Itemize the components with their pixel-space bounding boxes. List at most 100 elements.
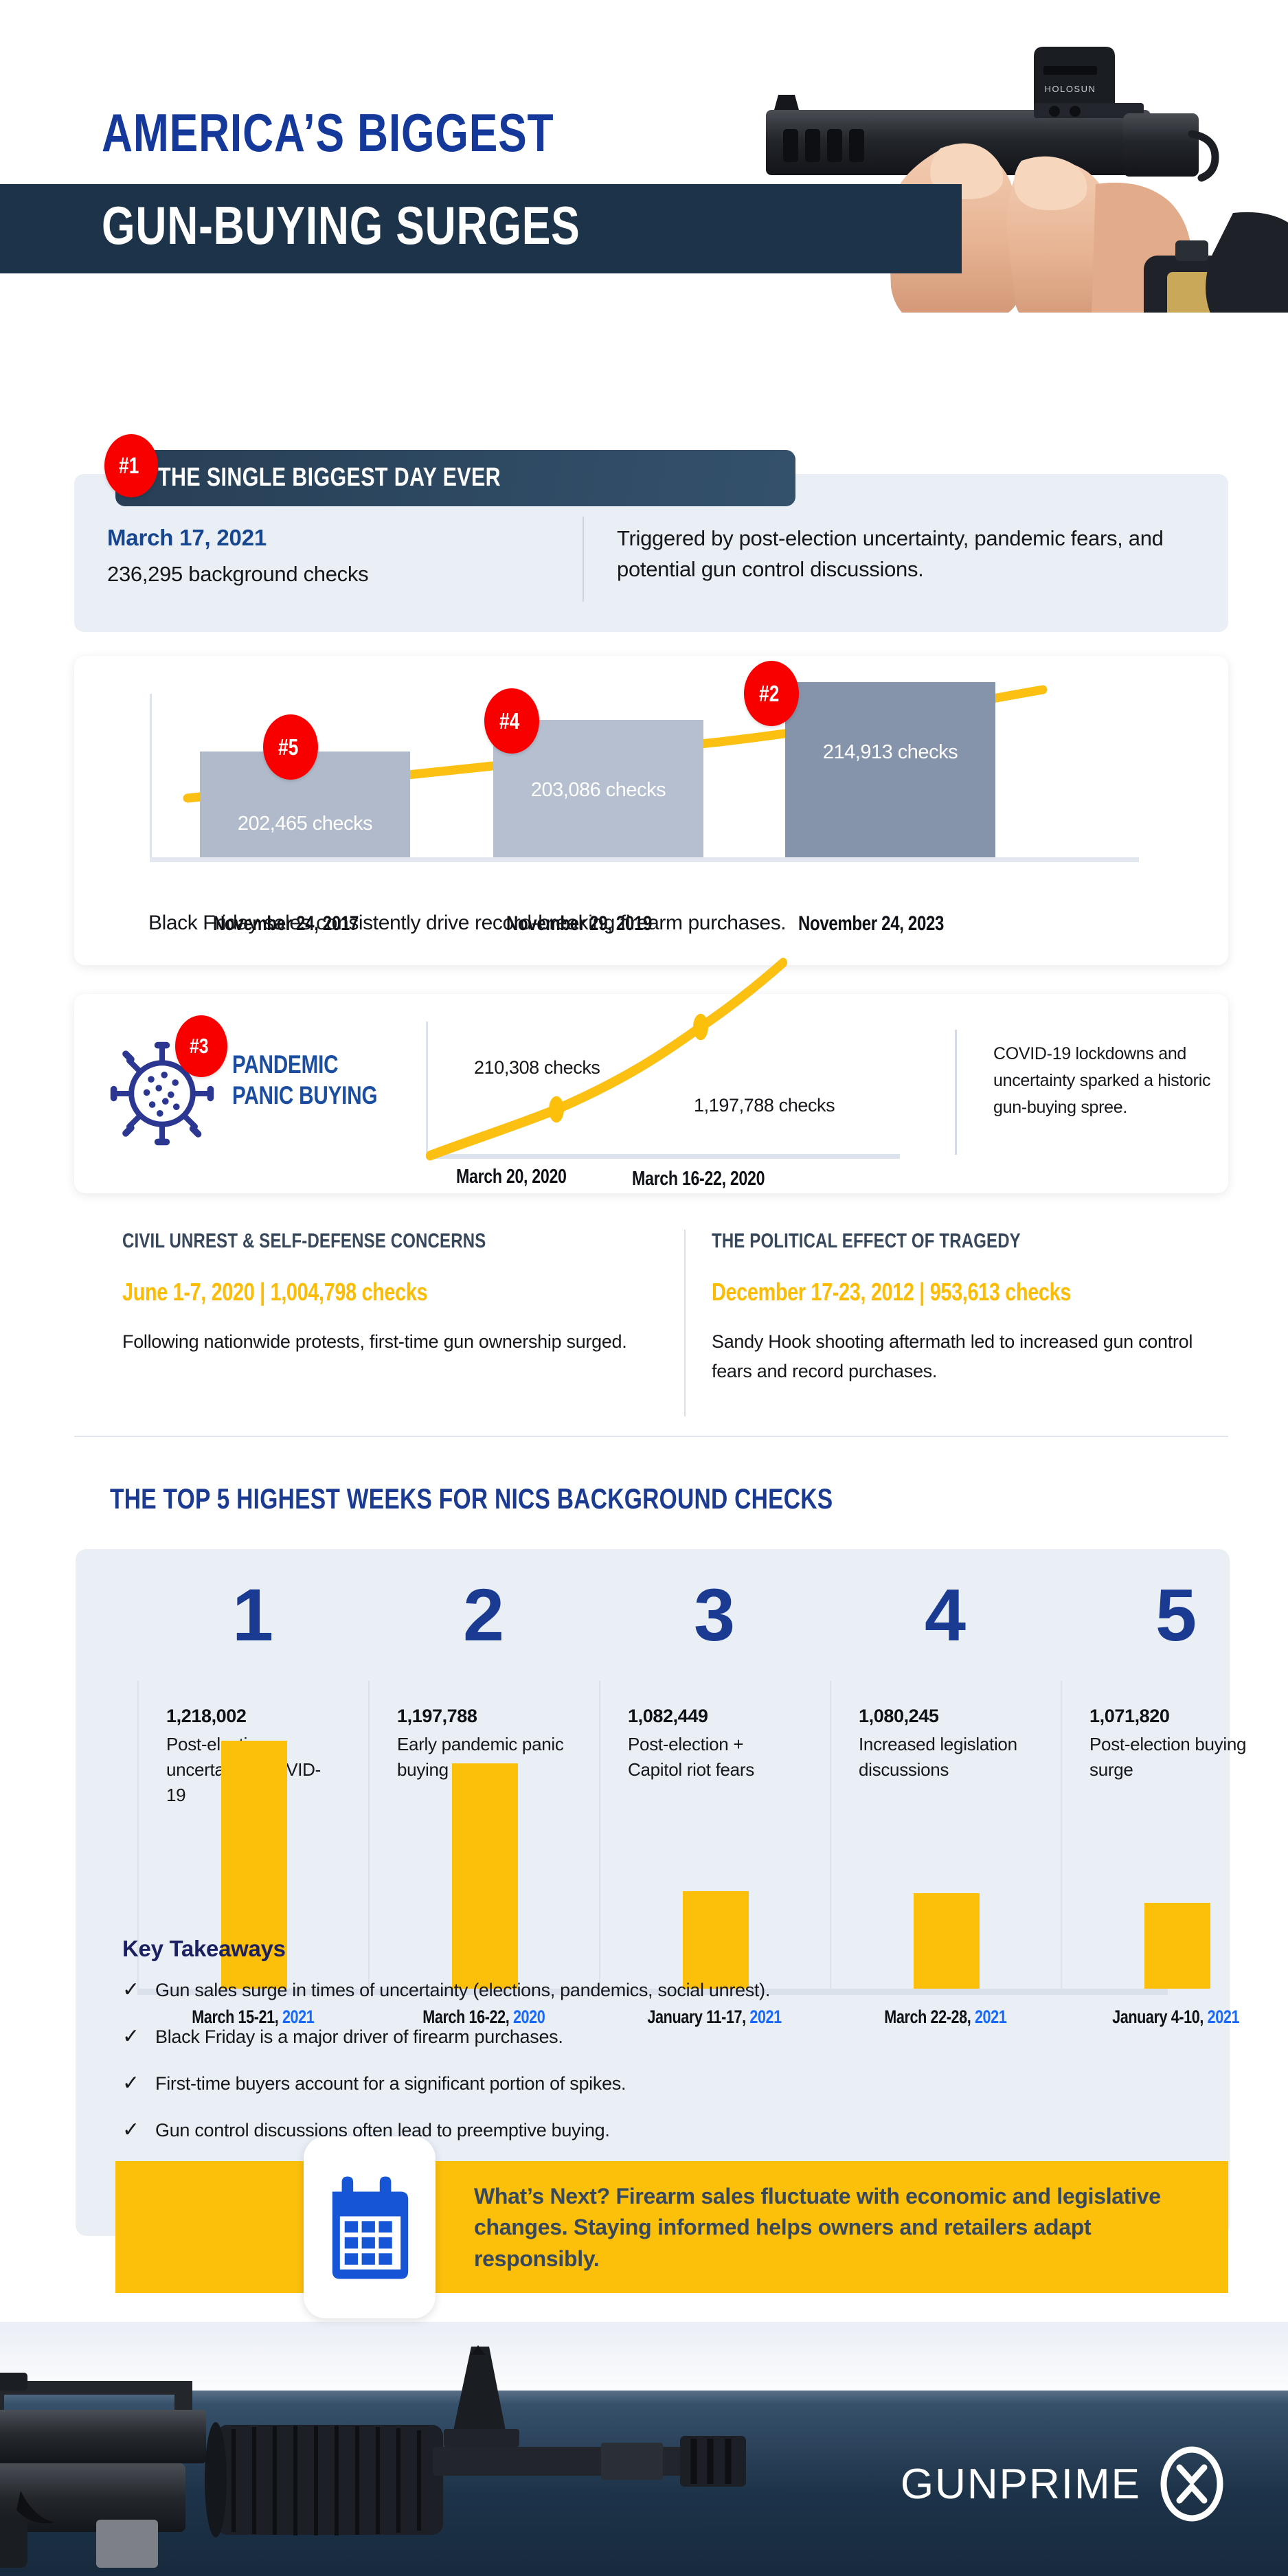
top5-reason: Post-election buying surge (1089, 1734, 1247, 1780)
check-icon: ✓ (122, 2025, 139, 2048)
chart-x-axis (426, 1154, 900, 1159)
top5-reason: Early pandemic panic buying (397, 1734, 564, 1780)
top5-bar (221, 1741, 287, 1989)
top5-check-count: 1,197,788 (397, 1706, 477, 1726)
ar15-rifle-photo (0, 2345, 746, 2568)
takeaway-text: First-time buyers account for a signific… (155, 2073, 626, 2094)
top5-cell: 1,080,245 Increased legislation discussio… (830, 1681, 1061, 1990)
top5-rank: 1 (231, 1573, 274, 1656)
top5-column-2: 2 1,197,788 Early pandemic panic buying Mar… (368, 1549, 599, 2037)
banner-text: What’s Next? Firearm sales fluctuate wit… (474, 2184, 1161, 2271)
biggest-day-heading: THE SINGLE BIGGEST DAY EVER (158, 463, 501, 492)
hero-section: HOLOSUN TLR-1 HL (0, 0, 1288, 313)
top5-bar (1144, 1902, 1210, 1989)
rank-badge-4: #4 (484, 688, 539, 754)
whats-next-banner (115, 2161, 1228, 2293)
top5-panel: 1 1,218,002 Post-election uncertainty, COV… (76, 1549, 1288, 2236)
bar-value-label: 214,913 checks (822, 741, 958, 763)
chart-y-axis (150, 694, 152, 862)
black-friday-date-2017: November 24, 2017 (213, 912, 359, 935)
vertical-divider (583, 517, 584, 602)
top5-reason: Increased legislation discussions (859, 1734, 1017, 1780)
top5-date: March 15-21, 2021 (191, 2007, 315, 2027)
top5-check-count: 1,071,820 (1089, 1706, 1170, 1726)
top5-reason: Post-election + Capitol riot fears (628, 1734, 754, 1780)
page-title-line1: AMERICA’S BIGGEST (102, 102, 554, 163)
check-icon: ✓ (122, 2119, 139, 2141)
pandemic-trend-line (426, 958, 787, 1161)
top5-check-count: 1,080,245 (859, 1706, 939, 1726)
chart-y-axis (426, 1021, 428, 1159)
takeaway-item: ✓ Gun sales surge in times of uncertainty… (122, 1978, 1117, 2001)
top5-date: March 22-28, 2021 (883, 2007, 1007, 2027)
top5-cell: 1,197,788 Early pandemic panic buying (368, 1681, 599, 1990)
top5-title: THE TOP 5 HIGHEST WEEKS FOR NICS BACKGRO… (110, 1482, 833, 1515)
top5-chart-baseline (137, 1989, 1168, 1995)
column-body: Following nationwide protests, first-tim… (122, 1331, 627, 1352)
pandemic-value-1: 210,308 checks (474, 1057, 600, 1078)
check-icon: ✓ (122, 1978, 139, 2001)
top5-rank: 3 (693, 1573, 736, 1656)
takeaway-item: ✓ Gun control discussions often lead to p… (122, 2119, 1117, 2141)
black-friday-caption: Black Friday sales consistently drive re… (148, 912, 787, 934)
bar-value-label: 203,086 checks (530, 779, 666, 801)
takeaway-item: ✓ First-time buyers account for a signifi… (122, 2072, 1117, 2094)
two-column-section: CIVIL UNREST & SELF-DEFENSE CONCERNS Jun… (74, 1230, 1228, 1436)
column-stat: June 1-7, 2020 | 1,004,798 checks (122, 1278, 428, 1306)
black-friday-bar-2023: 214,913 checks (785, 682, 995, 857)
rank-badge-3: #3 (175, 1015, 227, 1077)
rank-badge-1: #1 (104, 434, 158, 497)
column-heading: CIVIL UNREST & SELF-DEFENSE CONCERNS (122, 1230, 486, 1252)
brand-logo[interactable]: GUNPRIME (901, 2445, 1225, 2522)
biggest-day-heading-bar: THE SINGLE BIGGEST DAY EVER (115, 450, 795, 506)
svg-text:HOLOSUN: HOLOSUN (1045, 84, 1096, 94)
pandemic-title: PANDEMIC PANIC BUYING (232, 1050, 378, 1110)
pandemic-value-2: 1,197,788 checks (694, 1095, 835, 1116)
top5-column-4: 4 1,080,245 Increased legislation discussi… (830, 1549, 1061, 2037)
calendar-icon (332, 2176, 409, 2279)
top5-cell: 1,218,002 Post-election uncertainty, COVI… (137, 1681, 368, 1990)
black-friday-chart: 202,465 checks 203,086 checks 214,913 ch… (150, 682, 1139, 935)
top5-date: January 11-17, 2021 (647, 2007, 782, 2027)
top5-cell: 1,071,820 Post-election buying surge (1061, 1681, 1288, 1990)
civil-unrest-column: CIVIL UNREST & SELF-DEFENSE CONCERNS Jun… (122, 1230, 631, 1357)
pandemic-date-2: March 16-22, 2020 (632, 1168, 765, 1190)
biggest-day-stat: March 17, 2021 236,295 background checks (107, 525, 533, 587)
top5-column-5: 5 1,071,820 Post-election buying surge Janu… (1061, 1549, 1288, 2037)
vertical-divider (955, 1030, 957, 1155)
top5-column-3: 3 1,082,449 Post-election + Capitol riot f… (599, 1549, 830, 2037)
brand-name: GUNPRIME (900, 2460, 1141, 2508)
biggest-day-checks: 236,295 background checks (107, 562, 369, 586)
pandemic-date-1: March 20, 2020 (456, 1166, 567, 1188)
title-navy-band (0, 184, 962, 273)
takeaways-title: Key Takeaways (122, 1936, 286, 1961)
column-stat: December 17-23, 2012 | 953,613 checks (712, 1278, 1072, 1306)
gunprime-crosshair-icon (1160, 2446, 1223, 2522)
column-body: Sandy Hook shooting aftermath led to inc… (712, 1331, 1193, 1382)
biggest-day-description: Triggered by post-election uncertainty, … (617, 526, 1164, 581)
top5-column-1: 1 1,218,002 Post-election uncertainty, COV… (137, 1549, 368, 2037)
top5-rank: 5 (1155, 1573, 1197, 1656)
takeaway-text: Gun sales surge in times of uncertainty … (155, 1980, 771, 2000)
top5-cell: 1,082,449 Post-election + Capitol riot fe… (599, 1681, 830, 1990)
bar-value-label: 202,465 checks (237, 813, 373, 835)
top5-date: January 4-10, 2021 (1112, 2007, 1240, 2027)
top5-rank: 2 (462, 1573, 505, 1656)
top5-rank: 4 (924, 1573, 967, 1656)
top5-bar (452, 1763, 518, 1989)
footer-fade (0, 2322, 1288, 2404)
top5-bar (683, 1890, 749, 1989)
vertical-divider (684, 1230, 686, 1416)
pandemic-chart: 210,308 checks 1,197,788 checks (426, 958, 900, 1161)
pandemic-card: PANDEMIC PANIC BUYING 210,308 checks 1,1… (74, 958, 1228, 1193)
rank-badge-5: #5 (263, 714, 318, 780)
biggest-day-date: March 17, 2021 (107, 525, 267, 550)
political-effect-column: THE POLITICAL EFFECT OF TRAGEDY December… (712, 1230, 1220, 1386)
top5-check-count: 1,082,449 (628, 1706, 708, 1726)
section-divider (74, 1436, 1228, 1437)
top5-date: March 16-22, 2020 (422, 2007, 545, 2027)
black-friday-date-2023: November 24, 2023 (798, 912, 945, 935)
takeaway-text: Black Friday is a major driver of firear… (155, 2026, 563, 2047)
top5-bar (914, 1893, 980, 1989)
